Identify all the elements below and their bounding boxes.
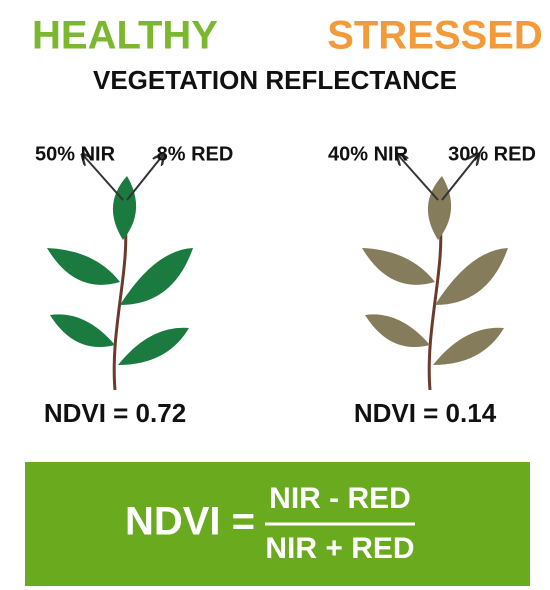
subtitle: VEGETATION REFLECTANCE xyxy=(93,65,457,95)
formula-numerator: NIR - RED xyxy=(269,482,411,515)
formula-denominator: NIR + RED xyxy=(265,532,414,565)
stressed-plant xyxy=(362,155,508,390)
healthy-plant xyxy=(47,155,193,390)
page: HEALTHY STRESSED VEGETATION REFLECTANCE … xyxy=(0,0,550,590)
ndvi-value: NDVI = 0.72 xyxy=(44,398,186,428)
stressed-title: STRESSED xyxy=(327,14,543,58)
red-label: 8% RED xyxy=(157,143,234,165)
nir-label: 50% NIR xyxy=(35,143,116,165)
infographic: HEALTHY STRESSED VEGETATION REFLECTANCE … xyxy=(0,0,550,590)
nir-label: 40% NIR xyxy=(328,143,409,165)
healthy-title: HEALTHY xyxy=(32,14,218,58)
ndvi-value: NDVI = 0.14 xyxy=(354,398,497,428)
red-label: 30% RED xyxy=(448,143,536,165)
formula-lhs: NDVI = xyxy=(125,500,255,544)
